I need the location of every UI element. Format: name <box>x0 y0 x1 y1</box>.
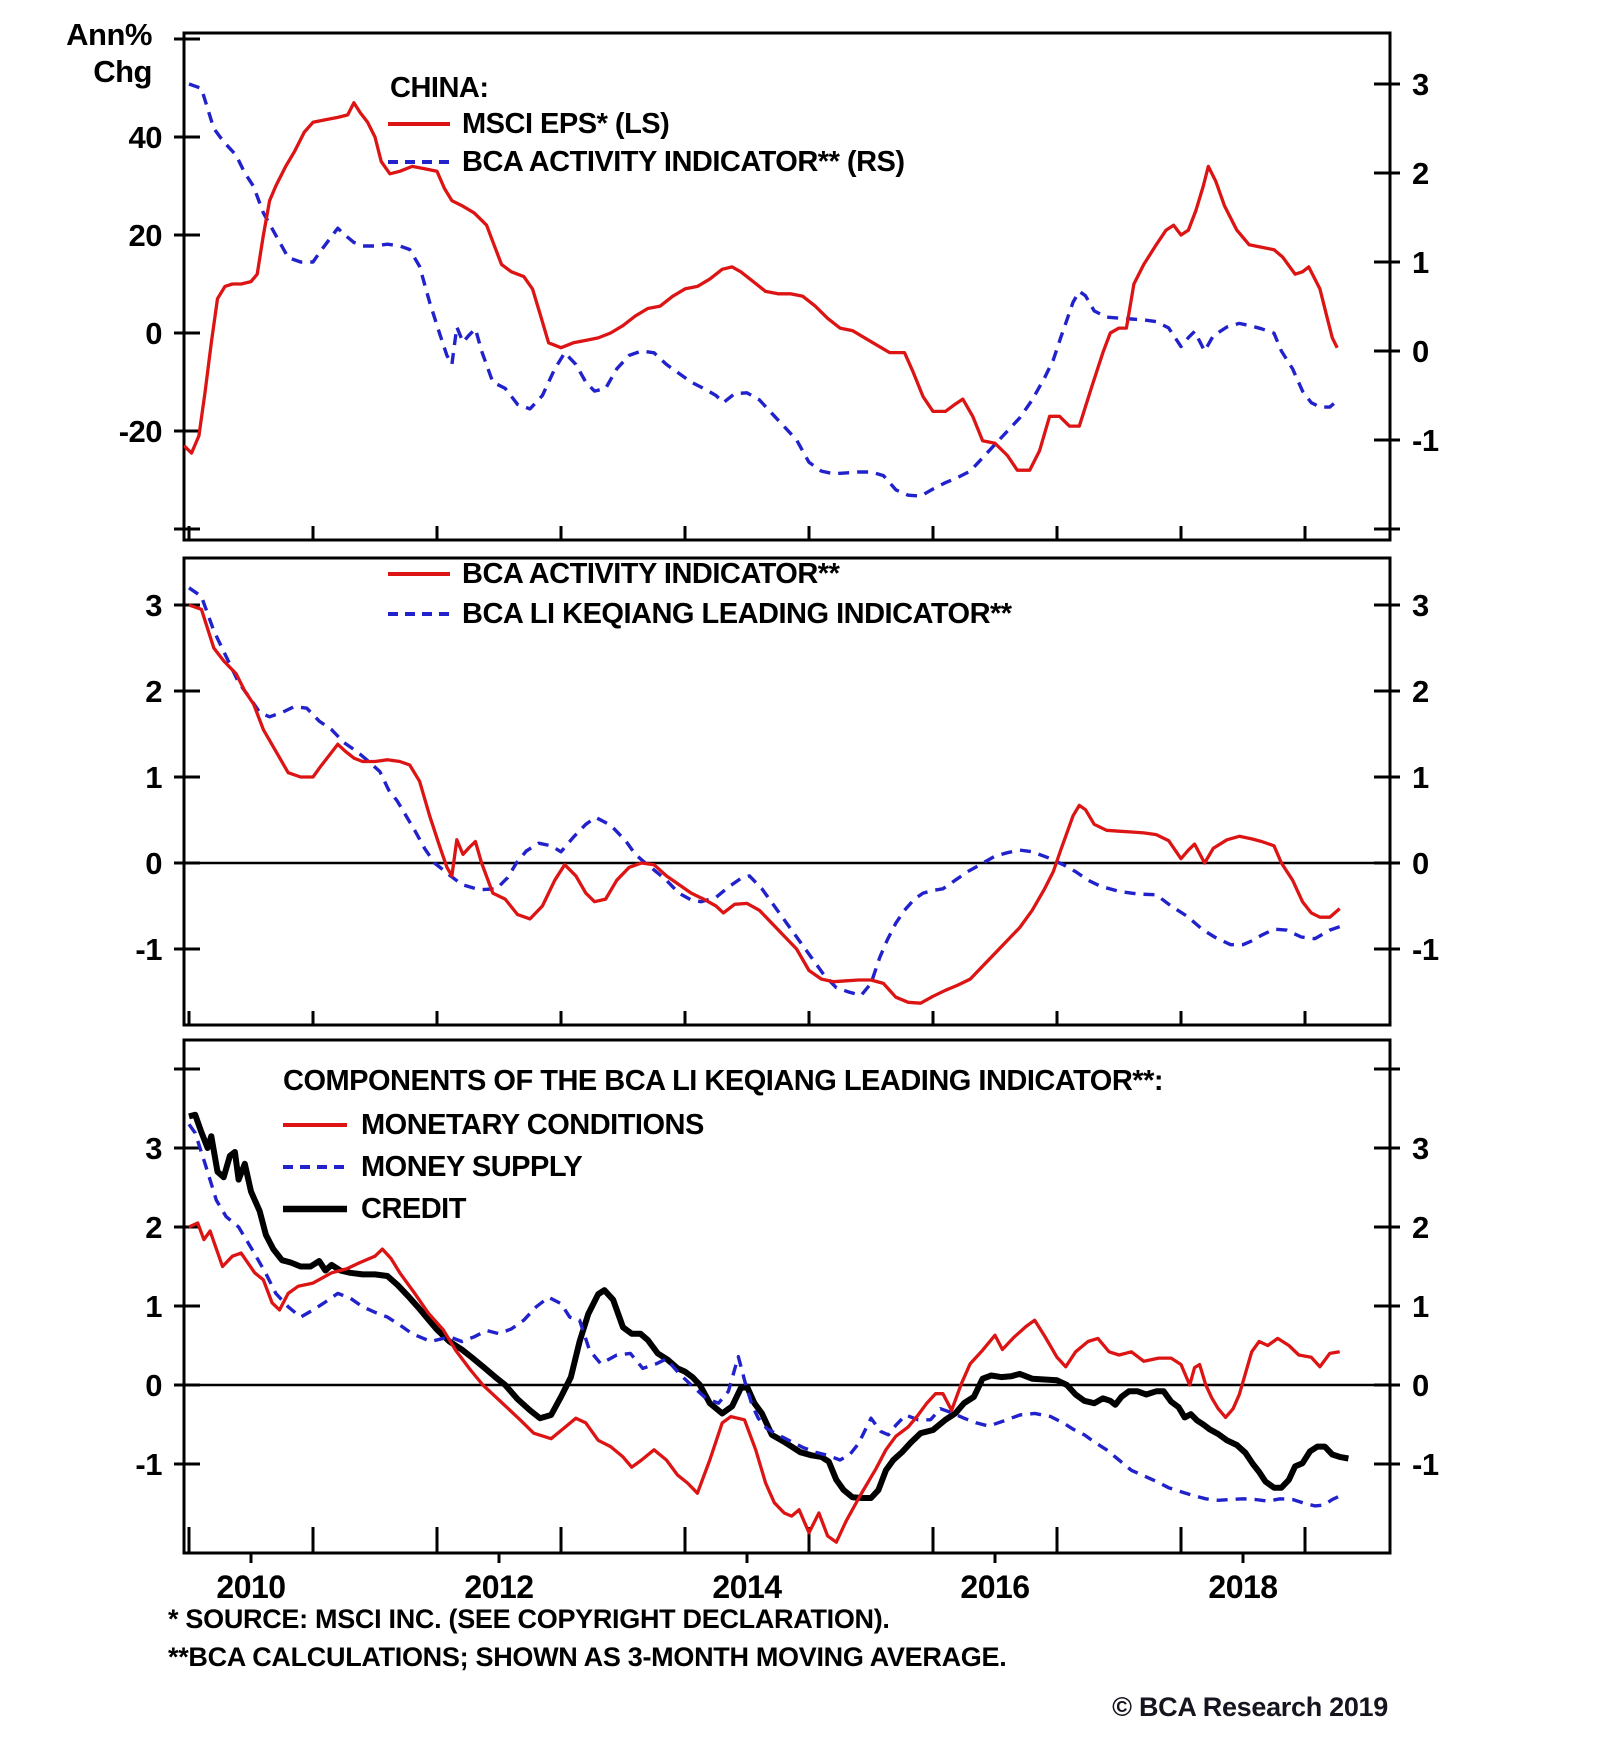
series-line-msci_eps <box>184 101 1339 472</box>
legend-label-money_supply: MONEY SUPPLY <box>361 1151 582 1183</box>
panel-frame <box>182 556 1392 1027</box>
y-tick-label-left: 3 <box>145 1131 162 1166</box>
series-group <box>188 586 1343 1005</box>
y-tick-label-left: 0 <box>145 846 162 881</box>
y-tick-label-left: 0 <box>145 316 162 351</box>
y-axis-unit-line1: Ann% <box>66 17 152 52</box>
y-tick-label-right: 3 <box>1412 1131 1429 1166</box>
panel-china-msci-eps-vs-activity: 40 20 0 -20 3 2 1 0 -1 CHINA: MSCI EPS* (LS) BCA AC… <box>119 31 1439 542</box>
y-tick-label-left: 2 <box>145 1210 162 1245</box>
x-tick-label: 2010 <box>216 1569 285 1605</box>
y-tick-label-right: -1 <box>1412 932 1439 967</box>
series-line-li_keqiang <box>188 586 1343 998</box>
y-tick-label-right: 0 <box>1412 334 1429 369</box>
legend-china-msci-eps-vs-activity: CHINA: MSCI EPS* (LS) BCA ACTIVITY INDICAT… <box>388 72 905 178</box>
y-tick-label-left: -20 <box>119 414 162 449</box>
y-tick-label-right: -1 <box>1412 423 1439 458</box>
series-line-activity_indicator <box>188 82 1341 498</box>
legend-title: COMPONENTS OF THE BCA LI KEQIANG LEADING… <box>283 1065 1163 1097</box>
y-tick-label-left: 2 <box>145 674 162 709</box>
y-tick-label-left: 3 <box>145 588 162 623</box>
panel-frame <box>182 1038 1392 1555</box>
y-tick-label-left: -1 <box>135 932 162 967</box>
series-group <box>184 82 1341 498</box>
x-tick-label: 2012 <box>464 1569 533 1605</box>
y-tick-label-right: 2 <box>1412 156 1429 191</box>
y-tick-label-right: 3 <box>1412 67 1429 102</box>
legend-label-activity_indicator: BCA ACTIVITY INDICATOR** <box>462 558 841 590</box>
x-tick-label: 2016 <box>960 1569 1029 1605</box>
y-tick-label-right: 3 <box>1412 588 1429 623</box>
footnote-calculations: **BCA CALCULATIONS; SHOWN AS 3-MONTH MOV… <box>168 1642 1007 1672</box>
legend-label-msci_eps: MSCI EPS* (LS) <box>462 108 669 140</box>
footnote-source: * SOURCE: MSCI INC. (SEE COPYRIGHT DECLA… <box>168 1604 890 1634</box>
y-tick-label-left: 0 <box>145 1368 162 1403</box>
y-tick-label-left: 40 <box>129 120 162 155</box>
y-axis-unit-label: Ann% Chg <box>36 16 152 90</box>
y-tick-label-right: 2 <box>1412 674 1429 709</box>
y-tick-label-left: 1 <box>145 760 162 795</box>
y-tick-label-left: 20 <box>129 218 162 253</box>
y-tick-label-right: -1 <box>1412 1447 1439 1482</box>
series-line-monetary_conditions <box>188 1221 1340 1544</box>
y-tick-label-right: 1 <box>1412 760 1429 795</box>
copyright-notice: © BCA Research 2019 <box>1112 1692 1388 1722</box>
series-line-activity_indicator <box>188 603 1341 1005</box>
y-tick-label-right: 0 <box>1412 1368 1429 1403</box>
x-tick-label: 2018 <box>1208 1569 1277 1605</box>
legend-label-credit: CREDIT <box>361 1193 467 1225</box>
y-tick-label-left: -1 <box>135 1447 162 1482</box>
y-tick-label-left: 1 <box>145 1289 162 1324</box>
y-tick-label-right: 1 <box>1412 1289 1429 1324</box>
series-line-money_supply <box>187 1123 1343 1508</box>
panel-li-keqiang-components: 3 2 1 0 -1 3 2 1 0 -1 2010 2012 2014 2016 2018 COMPONEN… <box>135 1038 1439 1605</box>
y-tick-label-right: 1 <box>1412 245 1429 280</box>
legend-label-monetary_conditions: MONETARY CONDITIONS <box>361 1109 704 1141</box>
legend-activity-vs-li-keqiang: BCA ACTIVITY INDICATOR** BCA LI KEQIANG L… <box>388 558 1013 630</box>
legend-label-activity_indicator: BCA ACTIVITY INDICATOR** (RS) <box>462 146 905 178</box>
y-tick-label-right: 2 <box>1412 1210 1429 1245</box>
footnotes: * SOURCE: MSCI INC. (SEE COPYRIGHT DECLA… <box>168 1600 1007 1676</box>
x-tick-label: 2014 <box>712 1569 782 1605</box>
legend-label-li_keqiang: BCA LI KEQIANG LEADING INDICATOR** <box>462 598 1013 630</box>
series-group <box>187 1111 1349 1544</box>
y-tick-label-right: 0 <box>1412 846 1429 881</box>
panel-frame <box>182 31 1392 542</box>
legend-li-keqiang-components: COMPONENTS OF THE BCA LI KEQIANG LEADING… <box>283 1065 1164 1225</box>
y-axis-unit-line2: Chg <box>93 54 152 89</box>
legend-title: CHINA: <box>390 72 489 104</box>
